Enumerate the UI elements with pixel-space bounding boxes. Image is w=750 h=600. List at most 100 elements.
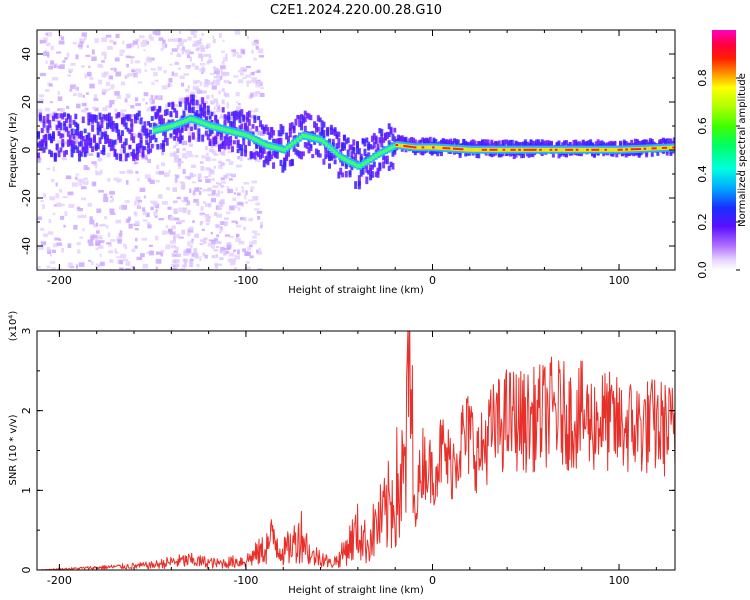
spectrogram-noise-cell	[246, 80, 253, 84]
spectrogram-band-cell	[109, 139, 113, 147]
spectrogram-band-cell	[210, 111, 214, 117]
spectrogram-noise-cell	[228, 161, 234, 166]
spectrogram-ridge-core	[385, 148, 389, 153]
spectrogram-band-cell	[236, 111, 240, 120]
spectrogram-noise-cell	[153, 143, 158, 147]
spectrogram-band-cell	[150, 115, 154, 121]
spectrogram-ridge-core	[236, 130, 240, 135]
spectrogram-noise-cell	[65, 175, 72, 180]
spectrogram-band-cell	[260, 124, 264, 130]
spectrogram-noise-cell	[220, 114, 223, 118]
spectrogram-noise-cell	[227, 150, 233, 154]
spectrogram-noise-cell	[169, 83, 173, 87]
spectrogram-band-cell	[145, 139, 149, 145]
spectrogram-noise-cell	[81, 109, 87, 113]
spectrogram-ridge-core	[424, 145, 428, 150]
spectrogram-ridge-peak	[395, 144, 399, 147]
spectrogram-band-cell	[81, 135, 85, 142]
spectrogram-band-cell	[152, 131, 156, 140]
spectrogram-band-cell	[257, 115, 261, 121]
spectrogram-band-cell	[143, 121, 147, 126]
spectrogram-ridge-core	[215, 125, 219, 130]
spectrogram-band-cell	[109, 145, 113, 152]
spectrogram-noise-cell	[89, 76, 94, 81]
spectrogram-noise-cell	[217, 263, 223, 266]
spectrogram-noise-cell	[160, 252, 164, 257]
spectrogram-noise-cell	[119, 260, 124, 265]
spectrogram-band-cell	[46, 114, 50, 122]
spectrogram-noise-cell	[50, 261, 56, 264]
spectrogram-band-cell	[262, 126, 266, 134]
spectrogram-noise-cell	[184, 88, 190, 92]
spectrogram-band-cell	[385, 155, 389, 160]
spectrogram-noise-cell	[144, 69, 148, 72]
snr-multiplier-label: (x10⁴)	[8, 311, 19, 342]
spectrogram-band-cell	[350, 156, 354, 162]
spectrogram-noise-cell	[227, 188, 234, 194]
spectrogram-band-cell	[492, 142, 496, 149]
spectrogram-band-cell	[268, 132, 272, 140]
spectrogram-band-cell	[525, 151, 529, 157]
spectrogram-band-cell	[288, 159, 292, 167]
spectrogram-band-cell	[135, 112, 139, 121]
spectrogram-band-cell	[173, 136, 177, 141]
spectrogram-band-cell	[236, 148, 240, 154]
spectrogram-noise-cell	[226, 186, 230, 191]
spectrogram-band-cell	[572, 140, 576, 146]
spectrogram-band-cell	[544, 140, 548, 147]
spectrogram-band-cell	[253, 117, 257, 124]
spectrogram-band-cell	[147, 132, 151, 138]
spectrogram-noise-cell	[46, 265, 51, 269]
spectrogram-noise-cell	[176, 253, 182, 258]
spectrogram-noise-cell	[213, 165, 216, 169]
spectrogram-noise-cell	[54, 118, 58, 123]
spectrogram-noise-cell	[92, 234, 98, 239]
spectrogram-band-cell	[68, 123, 72, 128]
spectrogram-band-cell	[337, 137, 341, 144]
spectrogram-noise-cell	[216, 140, 221, 145]
spectrogram-noise-cell	[51, 249, 56, 253]
spectrogram-band-cell	[143, 129, 147, 136]
spectrogram-band-cell	[53, 152, 57, 158]
spectrogram-band-cell	[387, 123, 391, 130]
spectrogram-band-cell	[326, 150, 330, 158]
spectrogram-noise-cell	[201, 228, 205, 232]
spectrogram-noise-cell	[176, 54, 182, 57]
spectrogram-band-cell	[63, 121, 67, 126]
spectrogram-noise-cell	[115, 219, 122, 224]
spectrogram-band-cell	[182, 110, 186, 117]
spectrogram-band-cell	[326, 129, 330, 137]
spectrogram-band-cell	[383, 132, 387, 141]
spectrogram-noise-cell	[223, 133, 227, 137]
spectrogram-noise-cell	[141, 237, 148, 241]
spectrogram-noise-cell	[101, 91, 106, 95]
spectrogram-noise-cell	[187, 209, 191, 215]
spectrogram-noise-cell	[254, 233, 260, 236]
spectrogram-noise-cell	[211, 255, 216, 259]
spectrogram-band-cell	[126, 127, 130, 132]
spectrogram-band-cell	[163, 109, 167, 117]
spectrogram-noise-cell	[212, 185, 219, 189]
spectrogram-band-cell	[598, 141, 602, 147]
spectrogram-noise-cell	[194, 233, 199, 239]
spectrogram-noise-cell	[128, 223, 133, 229]
spectrogram-band-cell	[501, 140, 505, 148]
spectrogram-noise-cell	[50, 60, 55, 65]
spectrogram-band-cell	[143, 125, 147, 130]
spectrogram-noise-cell	[46, 167, 51, 170]
spectrogram-noise-cell	[237, 207, 241, 211]
spectrogram-band-cell	[596, 139, 600, 146]
spectrogram-noise-cell	[256, 249, 259, 254]
spectrogram-ridge-peak	[620, 148, 624, 151]
spectrogram-noise-cell	[234, 255, 240, 260]
spectrogram-band-cell	[600, 140, 604, 147]
spectrogram-noise-cell	[239, 72, 244, 76]
spectrogram-ridge-core	[369, 157, 373, 162]
spectrogram-noise-cell	[50, 45, 54, 51]
spectrogram-noise-cell	[197, 43, 200, 46]
spectrogram-band-cell	[197, 133, 201, 139]
spectrogram-band-cell	[55, 113, 59, 119]
spectrogram-noise-cell	[78, 262, 85, 267]
spectrogram-band-cell	[122, 146, 126, 154]
spectrogram-noise-cell	[54, 237, 60, 241]
